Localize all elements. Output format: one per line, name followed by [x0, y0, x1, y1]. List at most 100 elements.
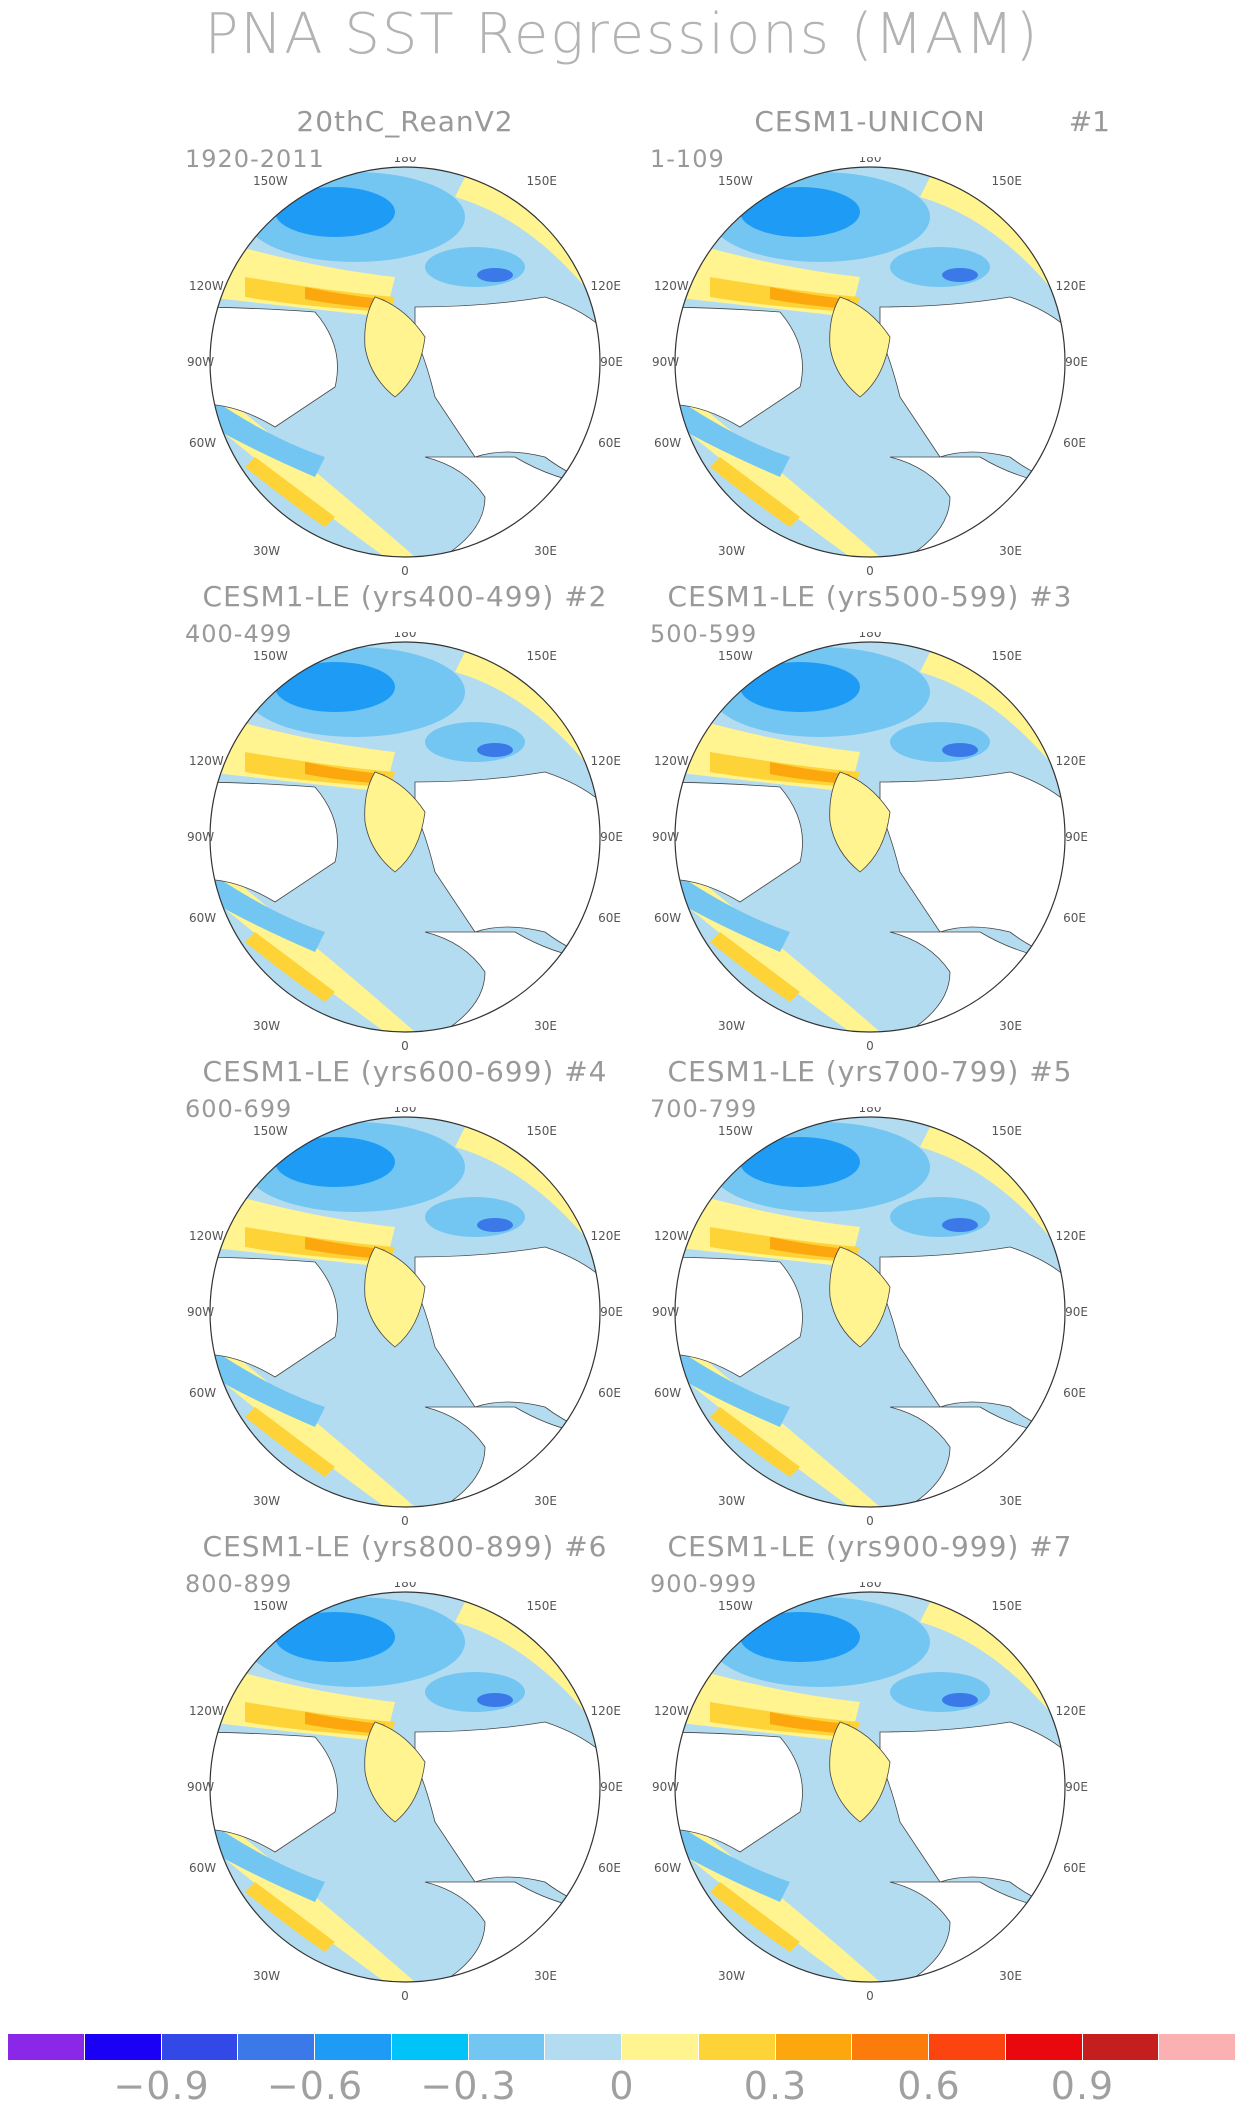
- panel-title: CESM1-LE (yrs900-999) #7: [667, 1530, 1073, 1563]
- colorbar-swatch: [1159, 2034, 1236, 2060]
- map-panel: CESM1-LE (yrs500-599) #3 500-599 180 0 90W 90…: [650, 580, 1090, 1055]
- panel-years: 400-499: [185, 620, 293, 648]
- panel-years: 700-799: [650, 1095, 758, 1123]
- longitude-label: 60E: [1063, 436, 1086, 450]
- colorbar-swatch: [315, 2034, 392, 2060]
- longitude-label: 60E: [598, 1861, 621, 1875]
- longitude-label: 60W: [654, 911, 681, 925]
- polar-map: 180 0 90W 90E 120W 150W 150E 120E 60W 30W 30E 60E: [652, 1107, 1088, 1527]
- longitude-label: 30E: [534, 1969, 557, 1983]
- longitude-label: 90E: [1065, 1780, 1088, 1794]
- longitude-label: 90W: [652, 355, 679, 369]
- longitude-label: 30W: [253, 1019, 280, 1033]
- longitude-label: 120W: [189, 1704, 224, 1718]
- panel-title: CESM1-LE (yrs700-799) #5: [667, 1055, 1073, 1088]
- longitude-label: 60E: [598, 436, 621, 450]
- longitude-label: 90E: [600, 355, 623, 369]
- colorbar-tick-label: −0.3: [420, 2064, 517, 2108]
- panel-years: 1920-2011: [185, 145, 325, 173]
- longitude-label: 30E: [999, 1019, 1022, 1033]
- longitude-label: 120E: [591, 1229, 622, 1243]
- longitude-label: 150E: [992, 174, 1023, 188]
- panel-years: 500-599: [650, 620, 758, 648]
- longitude-label: 120W: [654, 1229, 689, 1243]
- longitude-label: 120E: [591, 1704, 622, 1718]
- longitude-label: 30W: [718, 544, 745, 558]
- longitude-label: 150W: [253, 1599, 288, 1613]
- map-panel: 20thC_ReanV2 1920-2011 180 0 90W 90E 120W 150W 1…: [185, 105, 625, 580]
- longitude-label: 90W: [187, 1305, 214, 1319]
- panel-years: 1-109: [650, 145, 725, 173]
- colorbar-swatch: [84, 2034, 162, 2060]
- longitude-label: 150W: [253, 649, 288, 663]
- colorbar-tick-label: 0.3: [743, 2064, 808, 2108]
- map-panel: CESM1-LE (yrs700-799) #5 700-799 180 0 90W 90…: [650, 1055, 1090, 1530]
- longitude-label: 60W: [189, 1386, 216, 1400]
- colorbar-swatch: [852, 2034, 929, 2060]
- longitude-label: 150E: [527, 649, 558, 663]
- longitude-label: 120W: [654, 754, 689, 768]
- longitude-label: 30W: [718, 1019, 745, 1033]
- longitude-label: 0: [866, 1514, 874, 1527]
- longitude-label: 90W: [652, 1305, 679, 1319]
- colorbar-tick-label: 0.6: [897, 2064, 961, 2108]
- longitude-label: 0: [401, 1039, 409, 1052]
- longitude-label: 0: [401, 1514, 409, 1527]
- longitude-label: 120E: [591, 279, 622, 293]
- longitude-label: 90W: [187, 830, 214, 844]
- longitude-label: 120E: [1056, 1229, 1087, 1243]
- panel-title: CESM1-LE (yrs600-699) #4: [202, 1055, 608, 1088]
- colorbar-swatch: [775, 2034, 853, 2060]
- longitude-label: 180: [394, 1582, 417, 1590]
- longitude-label: 150W: [718, 1599, 753, 1613]
- panel-title: CESM1-LE (yrs500-599) #3: [667, 580, 1073, 613]
- longitude-label: 90E: [1065, 355, 1088, 369]
- colorbar-labels: −0.9 −0.6 −0.3 0 0.3 0.6 0.9: [8, 2064, 1236, 2108]
- longitude-label: 180: [394, 632, 417, 640]
- map-panel: CESM1-LE (yrs800-899) #6 800-899 180 0 90W 90…: [185, 1530, 625, 2005]
- longitude-label: 120E: [1056, 754, 1087, 768]
- longitude-label: 30W: [253, 544, 280, 558]
- panel-title: CESM1-LE (yrs400-499) #2: [202, 580, 608, 613]
- longitude-label: 0: [866, 1989, 874, 2002]
- panel-title: CESM1-UNICON: [754, 105, 986, 138]
- map-panel: CESM1-UNICON #1 1-109 180 0 90W 90E 120W 150W 150…: [650, 105, 1110, 580]
- longitude-label: 60W: [654, 1861, 681, 1875]
- longitude-label: 150W: [718, 649, 753, 663]
- polar-map: 180 0 90W 90E 120W 150W 150E 120E 60W 30W 30E 60E: [187, 632, 623, 1052]
- map-panel: CESM1-LE (yrs400-499) #2 400-499 180 0 90W 90…: [185, 580, 625, 1055]
- longitude-label: 150E: [992, 1599, 1023, 1613]
- polar-map: 180 0 90W 90E 120W 150W 150E 120E 60W 30W 30E 60E: [187, 1107, 623, 1527]
- longitude-label: 0: [866, 1039, 874, 1052]
- longitude-label: 30W: [253, 1969, 280, 1983]
- longitude-label: 180: [394, 1107, 417, 1115]
- longitude-label: 180: [859, 632, 882, 640]
- longitude-label: 60W: [189, 436, 216, 450]
- longitude-label: 60W: [654, 436, 681, 450]
- longitude-label: 150E: [992, 1124, 1023, 1138]
- longitude-label: 150W: [253, 1124, 288, 1138]
- longitude-label: 90E: [1065, 1305, 1088, 1319]
- longitude-label: 90W: [652, 1780, 679, 1794]
- longitude-label: 30W: [718, 1969, 745, 1983]
- longitude-label: 60W: [654, 1386, 681, 1400]
- colorbar: [8, 2034, 1236, 2060]
- colorbar-swatch: [468, 2034, 546, 2060]
- longitude-label: 60W: [189, 911, 216, 925]
- panel-title: 20thC_ReanV2: [296, 105, 514, 138]
- longitude-label: 150W: [718, 1124, 753, 1138]
- longitude-label: 90W: [187, 1780, 214, 1794]
- longitude-label: 120W: [189, 279, 224, 293]
- colorbar-tick-label: −0.9: [113, 2064, 210, 2108]
- longitude-label: 180: [394, 157, 417, 165]
- longitude-label: 30E: [534, 1019, 557, 1033]
- colorbar-swatch: [1005, 2034, 1083, 2060]
- panel-number: #1: [1068, 105, 1110, 138]
- panel-years: 900-999: [650, 1570, 758, 1598]
- longitude-label: 120W: [189, 1229, 224, 1243]
- longitude-label: 0: [866, 564, 874, 577]
- longitude-label: 120E: [1056, 1704, 1087, 1718]
- panel-years: 600-699: [185, 1095, 293, 1123]
- panel-years: 800-899: [185, 1570, 293, 1598]
- longitude-label: 0: [401, 564, 409, 577]
